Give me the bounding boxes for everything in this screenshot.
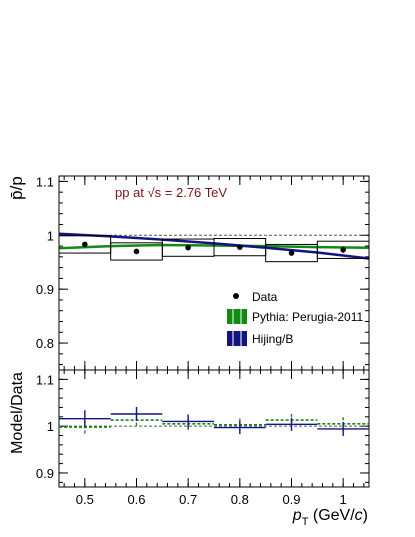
x-axis-title: pT (GeV/c) [292,507,368,528]
data-point [185,244,191,251]
lower-xtick-label: 0.7 [179,492,197,507]
upper-ytick-label: 0.9 [36,282,54,297]
data-syst-box [316,240,370,259]
x-axis-title-unit-open: (GeV/ [308,507,355,524]
lower-ytick-label: 1 [47,419,54,434]
legend-pythia-marker [227,309,247,324]
legend-label-hijing: Hijing/B [252,332,293,346]
lower-ytick-label: 0.9 [36,466,54,481]
lower-xtick-label: 0.8 [231,492,249,507]
legend-hijing-marker [227,331,247,346]
collision-annotation: pp at √s = 2.76 TeV [115,185,227,200]
lower-xtick-label: 1 [340,492,347,507]
upper-plot-area [58,232,370,263]
x-axis-title-unit-c: c [355,507,363,524]
data-point [340,247,346,253]
lower-plot-area [59,406,369,436]
legend-label-pythia: Pythia: Perugia-2011 [252,310,364,324]
lower-xtick-label: 0.6 [127,492,145,507]
upper-y-axis-title: p̄/p [7,176,26,200]
legend-data-marker [233,293,239,299]
upper-ytick-label: 1 [47,228,54,243]
legend-label-data: Data [252,290,278,304]
legend: Data Pythia: Perugia-2011 Hijing/B [227,290,364,346]
x-axis-title-sub: T [302,516,309,528]
data-point [82,241,88,248]
x-axis-title-var: p [292,507,302,524]
upper-axis-ticks: 0.8 0.9 1 1.1 [36,174,369,370]
upper-ytick-label: 0.8 [36,336,54,351]
data-point [288,250,295,256]
data-point [133,248,140,255]
lower-y-axis-title: Model/Data [9,372,26,454]
x-axis-title-unit-close: ) [363,507,368,524]
lower-xtick-label: 0.5 [76,492,94,507]
data-point [237,244,243,250]
lower-axis-ticks: 0.9 1 1.1 0.5 0.6 0.7 0.8 0.9 1 [36,369,369,507]
upper-ytick-label: 1.1 [36,174,54,189]
lower-xtick-label: 0.9 [282,492,300,507]
upper-panel-frame [58,175,370,371]
lower-ytick-label: 1.1 [36,372,54,387]
